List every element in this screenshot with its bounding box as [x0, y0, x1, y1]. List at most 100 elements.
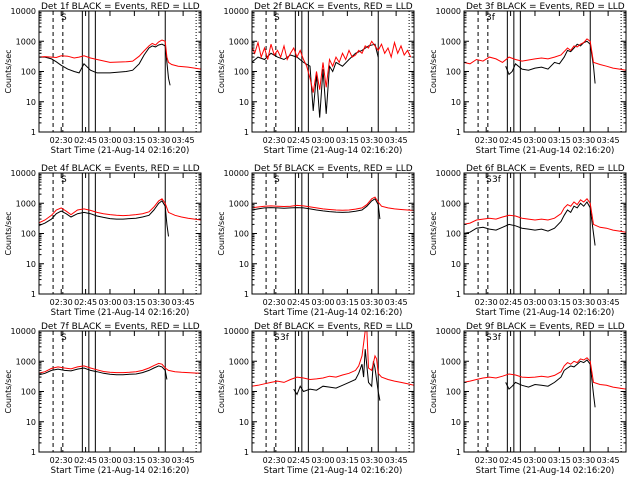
- x-axis-label: Start Time (21-Aug-14 02:16:20): [476, 308, 615, 318]
- y-tick-label: 10: [239, 98, 249, 107]
- y-axis-label: Counts/sec: [4, 369, 13, 413]
- y-axis-label: Counts/sec: [217, 369, 226, 413]
- y-tick-label: 10000: [224, 327, 249, 336]
- series-group: [39, 362, 201, 380]
- x-tick-label: 02:30: [263, 456, 286, 465]
- x-tick-label: 03:00: [311, 456, 334, 465]
- y-tick-label: 1000: [229, 199, 249, 208]
- y-axis-label: Counts/sec: [4, 211, 13, 255]
- y-tick-label: 10: [26, 98, 36, 107]
- y-tick-label: 1: [456, 128, 461, 137]
- x-axis-label: Start Time (21-Aug-14 02:16:20): [51, 466, 190, 476]
- series-line-events: [39, 365, 168, 380]
- x-tick-label: 02:30: [475, 456, 498, 465]
- y-tick-label: 100: [21, 68, 36, 77]
- plot-frame: [463, 172, 627, 295]
- y-tick-label: 1000: [229, 37, 249, 46]
- y-axis-label: Counts/sec: [429, 49, 438, 93]
- x-axis-label: Start Time (21-Aug-14 02:16:20): [476, 146, 615, 156]
- series-line-lld: [464, 38, 626, 71]
- x-tick-label: 03:15: [336, 456, 359, 465]
- x-tick-label: 03:30: [360, 456, 383, 465]
- y-tick-label: 1000: [441, 199, 461, 208]
- corner-label: S: [61, 333, 67, 343]
- y-axis-label: Counts/sec: [217, 211, 226, 255]
- x-tick-label: 03:45: [172, 298, 195, 307]
- x-tick-label: 03:30: [147, 456, 170, 465]
- chart-title: Det 2f BLACK = Events, RED = LLD: [254, 2, 413, 12]
- y-tick-label: 100: [21, 388, 36, 397]
- x-tick-label: 03:45: [597, 298, 620, 307]
- x-tick-label: 03:30: [360, 136, 383, 145]
- y-tick-label: 1: [456, 448, 461, 457]
- plot-frame: [38, 330, 202, 453]
- y-tick-label: 1000: [229, 357, 249, 366]
- series-group: [464, 357, 626, 408]
- x-axis-label: Start Time (21-Aug-14 02:16:20): [51, 146, 190, 156]
- x-tick-label: 03:15: [548, 298, 571, 307]
- chart-title: Det 5f BLACK = Events, RED = LLD: [254, 164, 413, 174]
- y-tick-label: 10000: [11, 327, 36, 336]
- x-tick-label: 03:00: [311, 298, 334, 307]
- series-group: [252, 331, 414, 401]
- y-axis-label: Counts/sec: [429, 211, 438, 255]
- corner-label: S: [61, 175, 67, 185]
- x-tick-label: 03:00: [98, 456, 121, 465]
- series-line-events: [252, 43, 379, 118]
- series-line-events: [505, 40, 596, 84]
- y-tick-label: 1: [244, 448, 249, 457]
- x-tick-label: 02:30: [475, 136, 498, 145]
- y-tick-label: 10000: [436, 327, 461, 336]
- x-tick-label: 02:45: [499, 298, 522, 307]
- series-group: [39, 39, 201, 86]
- x-tick-label: 02:45: [499, 136, 522, 145]
- series-line-lld: [464, 357, 626, 390]
- series-group: [252, 196, 414, 220]
- x-tick-label: 03:45: [597, 456, 620, 465]
- chart-title: Det 9f BLACK = Events, RED = LLD: [466, 322, 625, 332]
- x-tick-label: 03:15: [123, 136, 146, 145]
- y-tick-label: 10000: [436, 7, 461, 16]
- y-tick-label: 10: [239, 260, 249, 269]
- y-tick-label: 1000: [16, 199, 36, 208]
- y-tick-label: 10: [239, 418, 249, 427]
- corner-label: 3f: [492, 333, 502, 343]
- corner-label: S: [274, 13, 280, 23]
- y-tick-label: 100: [21, 230, 36, 239]
- series-line-events: [39, 43, 171, 86]
- corner-label: S: [486, 333, 492, 343]
- corner-label: S: [486, 175, 492, 185]
- corner-label: S: [274, 175, 280, 185]
- x-tick-label: 03:30: [360, 298, 383, 307]
- plot-frame: [251, 330, 415, 453]
- series-line-events: [39, 200, 169, 237]
- y-tick-label: 1: [31, 290, 36, 299]
- series-line-lld: [252, 331, 414, 387]
- y-tick-label: 10000: [436, 169, 461, 178]
- x-tick-label: 03:15: [123, 298, 146, 307]
- series-group: [464, 198, 626, 246]
- y-tick-label: 1: [31, 128, 36, 137]
- x-tick-label: 03:15: [123, 456, 146, 465]
- corner-label: S: [61, 13, 67, 23]
- x-tick-label: 02:45: [499, 456, 522, 465]
- corner-label: 3f: [492, 175, 502, 185]
- y-tick-label: 1000: [16, 37, 36, 46]
- x-tick-label: 02:45: [287, 456, 310, 465]
- x-tick-label: 02:30: [475, 298, 498, 307]
- x-tick-label: 03:30: [147, 298, 170, 307]
- x-tick-label: 03:15: [336, 298, 359, 307]
- y-tick-label: 1: [244, 290, 249, 299]
- x-tick-label: 02:30: [50, 456, 73, 465]
- y-tick-label: 10000: [11, 169, 36, 178]
- x-tick-label: 02:30: [263, 298, 286, 307]
- y-tick-label: 10: [451, 418, 461, 427]
- x-tick-label: 02:45: [287, 136, 310, 145]
- x-tick-label: 02:30: [50, 136, 73, 145]
